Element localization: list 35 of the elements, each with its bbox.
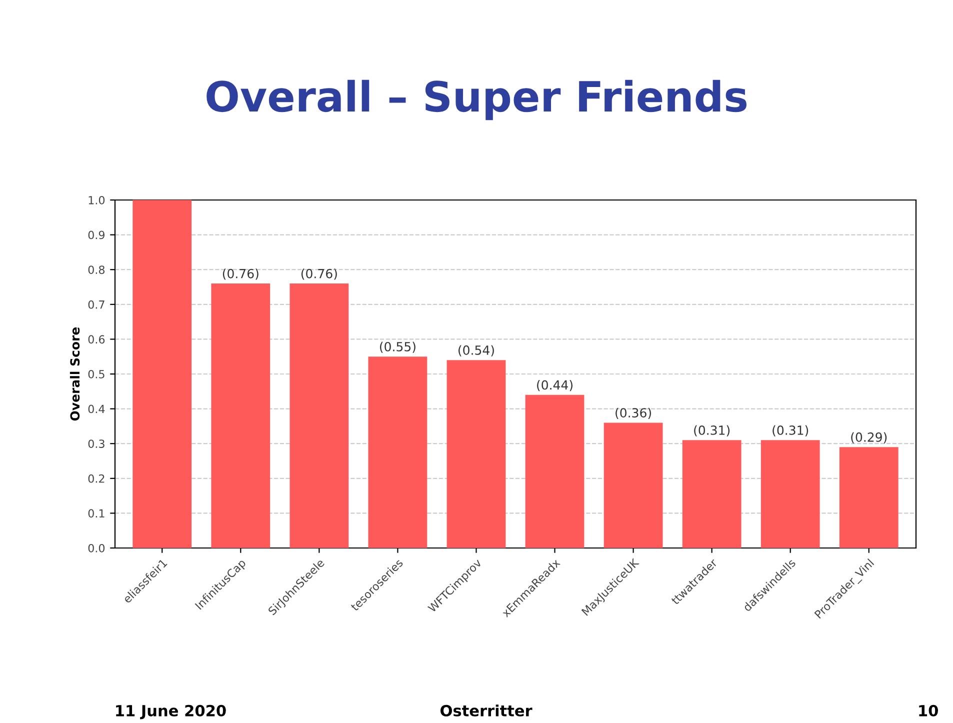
- bar: [211, 284, 270, 548]
- y-axis-title: Overall Score: [70, 327, 80, 421]
- bar: [682, 440, 742, 548]
- y-tick-label: 0.7: [88, 300, 104, 309]
- y-tick-label: 0.3: [88, 440, 104, 448]
- data-label: (0.54): [458, 345, 494, 356]
- data-label: (0.76): [222, 268, 258, 280]
- bar: [760, 440, 820, 548]
- bar: [368, 356, 428, 548]
- bar: [446, 360, 506, 548]
- y-tick-label: 0.8: [88, 266, 105, 274]
- data-label: (0.55): [380, 342, 416, 353]
- data-label: (0.44): [537, 380, 572, 392]
- y-tick-label: 0.2: [88, 474, 104, 483]
- data-label: (0.76): [301, 268, 337, 280]
- bar: [839, 447, 898, 548]
- chart-title: Overall – Super Friends: [206, 80, 746, 120]
- bar: [604, 422, 663, 548]
- bar: [290, 284, 349, 548]
- text: 11 June 2020: [116, 704, 226, 720]
- y-tick-label: 0.5: [88, 370, 104, 378]
- y-tick-label: 0.9: [88, 230, 104, 240]
- text: Osterritter: [440, 704, 532, 716]
- y-tick-label: 0.0: [88, 544, 105, 552]
- text: 10: [919, 704, 938, 716]
- data-label: (0.36): [616, 408, 652, 419]
- y-tick-label: 0.4: [88, 404, 105, 414]
- data-label: (0.31): [694, 425, 730, 436]
- bar: [132, 200, 192, 548]
- y-tick-label: 1.0: [88, 196, 105, 204]
- bar: [525, 394, 584, 548]
- y-tick-label: 0.6: [88, 335, 105, 344]
- data-label: (0.31): [772, 425, 808, 436]
- y-tick-label: 0.1: [88, 509, 104, 518]
- data-label: (0.29): [851, 432, 887, 444]
